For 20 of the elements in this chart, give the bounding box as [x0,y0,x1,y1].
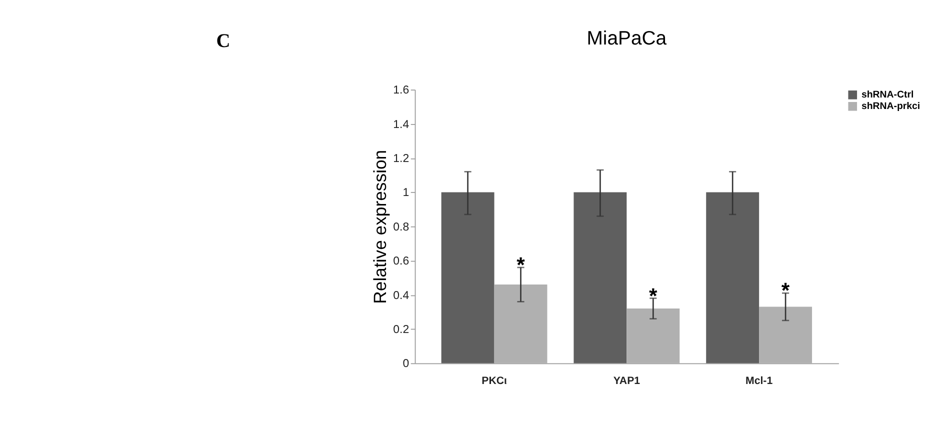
chart-title: MiaPaCa [586,28,667,50]
y-tick-label: 1.4 [393,118,410,131]
y-tick-label: 1 [402,187,410,200]
annotation: * [649,284,658,308]
x-tick-label: Mcl-1 [746,374,773,387]
y-tick-label: 0.6 [393,256,410,268]
y-tick-label: 1.6 [393,84,410,97]
legend-label: shRNA-Ctrl [861,90,914,101]
y-tick-label: 1.2 [393,152,410,165]
y-tick-label: 0.8 [393,221,410,234]
y-tick-label: 0.4 [393,290,410,302]
annotation: * [781,280,790,303]
y-tick-label: 0 [402,358,410,370]
x-tick-label: YAP1 [613,374,640,387]
annotation: * [516,254,526,278]
x-tick-label: PKCι [482,374,507,387]
legend-label: shRNA-prkci [861,101,920,112]
text: C [216,31,230,52]
y-tick-label: 0.2 [393,324,410,336]
y-axis-title: Relative expression [370,150,390,304]
